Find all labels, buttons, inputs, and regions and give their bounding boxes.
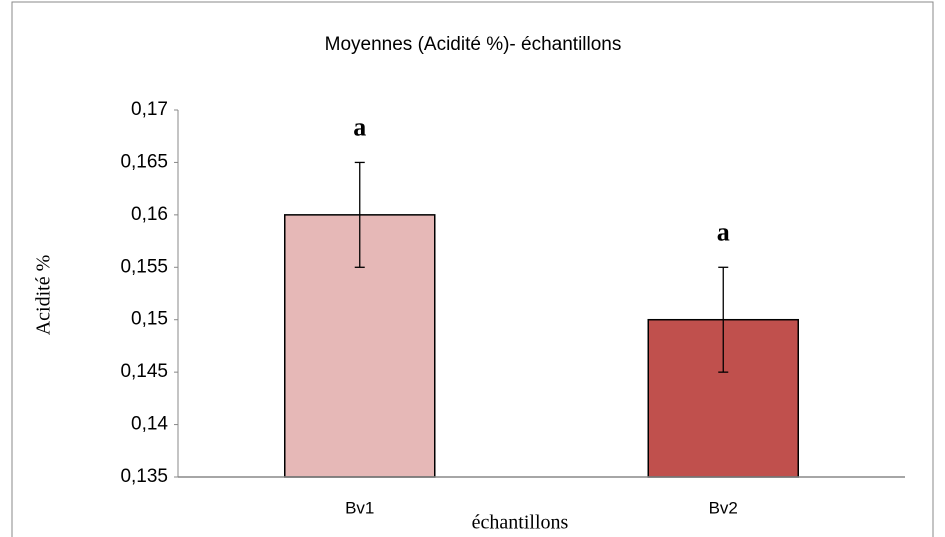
x-tick-label: Bv1 — [345, 498, 374, 517]
y-tick-label: 0,16 — [131, 204, 168, 225]
y-tick-label: 0,165 — [120, 151, 168, 172]
annotation: a — [353, 112, 366, 141]
y-tick-label: 0,15 — [131, 309, 168, 330]
y-tick-label: 0,155 — [120, 256, 168, 277]
chart-title: Moyennes (Acidité %)- échantillons — [325, 34, 622, 55]
annotation: a — [717, 217, 730, 246]
x-tick-label: Bv2 — [709, 498, 738, 517]
y-tick-label: 0,145 — [120, 361, 168, 382]
y-tick-label: 0,135 — [120, 466, 168, 487]
y-tick-label: 0,17 — [131, 99, 168, 120]
x-axis-title: échantillons — [472, 512, 569, 534]
y-tick-label: 0,14 — [131, 414, 168, 435]
y-axis-title: Acidité % — [33, 255, 55, 336]
